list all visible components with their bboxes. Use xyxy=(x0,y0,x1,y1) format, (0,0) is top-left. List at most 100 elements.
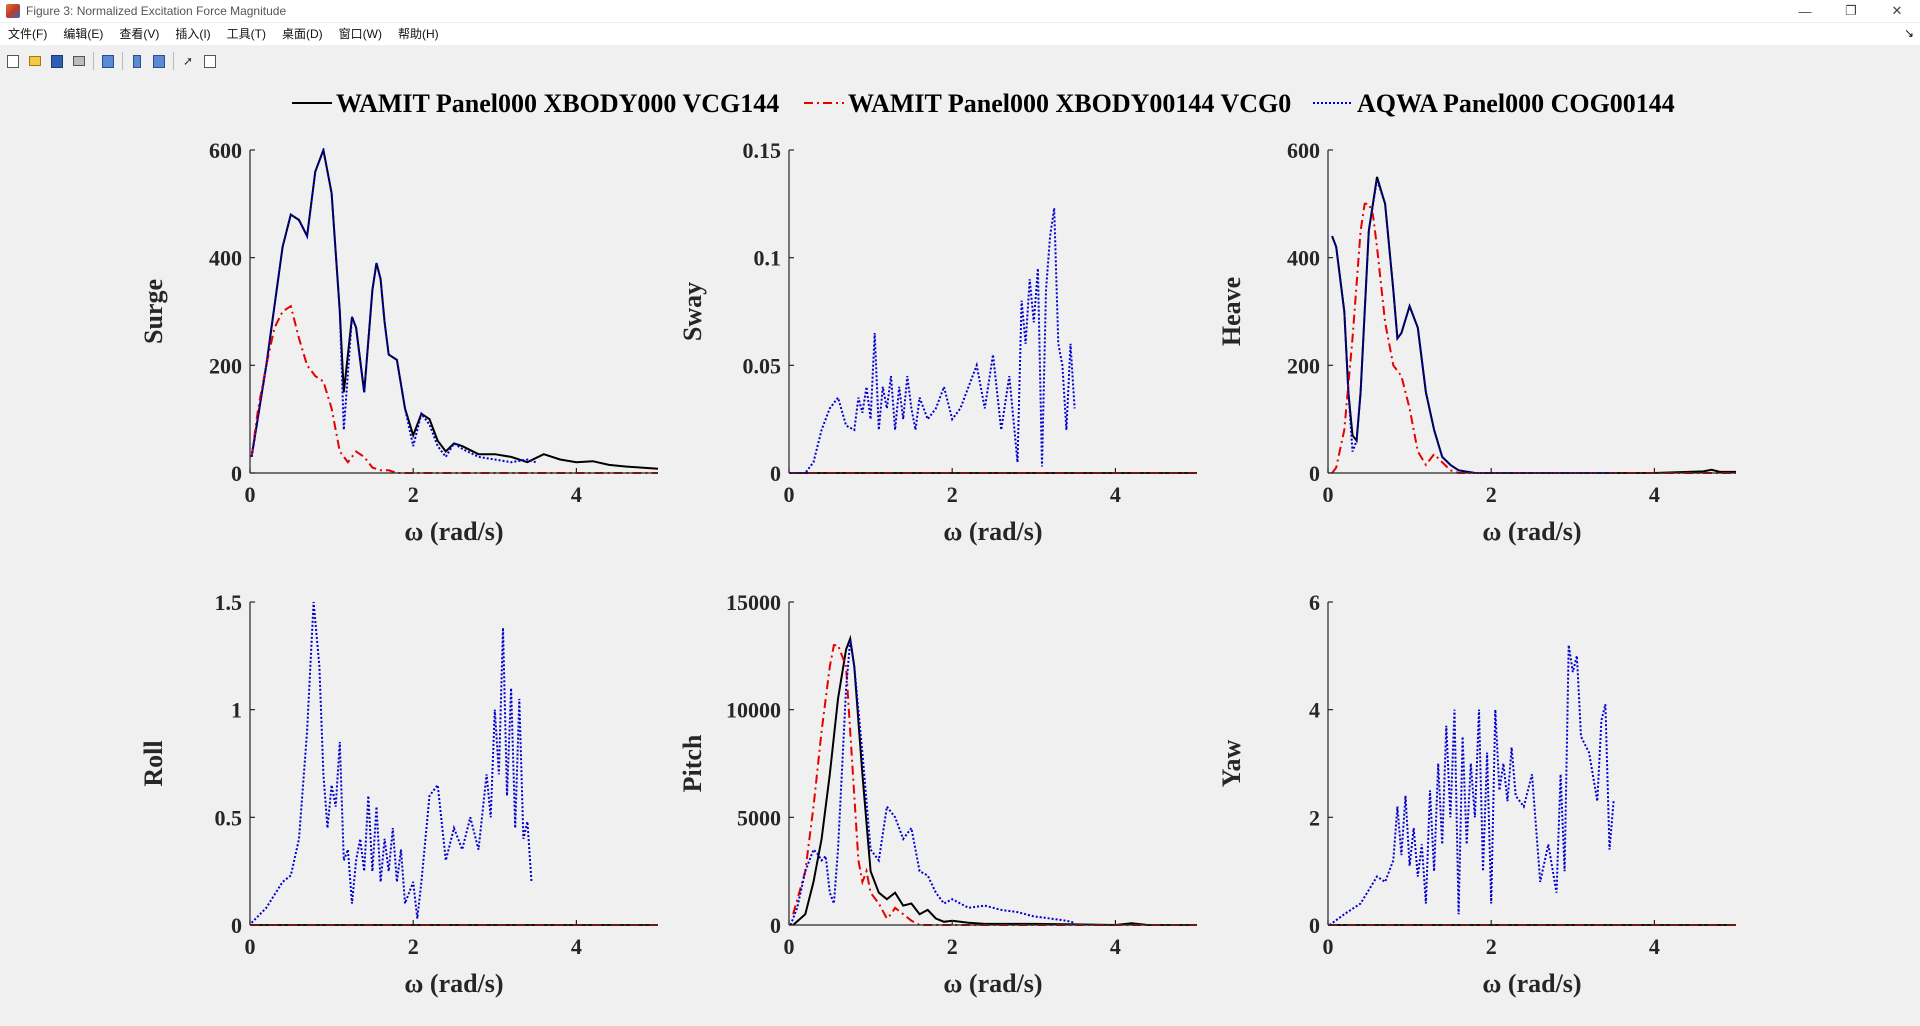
print-preview-icon[interactable] xyxy=(99,52,117,70)
x-tick-label: 4 xyxy=(1649,482,1660,507)
x-axis-label: ω (rad/s) xyxy=(1482,969,1581,998)
series-line-aqwa-cog00144 xyxy=(250,148,536,464)
restore-button[interactable]: ❐ xyxy=(1845,3,1857,18)
window-title: Figure 3: Normalized Excitation Force Ma… xyxy=(26,4,287,18)
y-tick-label: 400 xyxy=(209,246,242,271)
menu-tools[interactable]: 工具(T) xyxy=(226,27,266,41)
x-tick-label: 2 xyxy=(408,482,419,507)
new-figure-icon[interactable] xyxy=(4,52,22,70)
subplot-surge[interactable]: 0 2 4 0 200 400 600 ω (rad/s) Surge xyxy=(139,138,659,546)
series-line-aqwa-cog00144 xyxy=(1329,644,1615,926)
series-line-wamit-vcg144 xyxy=(1331,176,1736,474)
menu-help[interactable]: 帮助(H) xyxy=(397,27,439,41)
y-tick-label: 1.5 xyxy=(215,590,243,615)
y-tick-label: 5000 xyxy=(737,805,781,830)
close-button[interactable]: ✕ xyxy=(1891,3,1903,18)
property-inspector-icon[interactable] xyxy=(201,52,219,70)
x-tick-label: 2 xyxy=(947,482,958,507)
y-tick-label: 1 xyxy=(231,698,242,723)
minimize-button[interactable]: — xyxy=(1798,3,1812,19)
figure-canvas: WAMIT Panel000 XBODY000 VCG144 WAMIT Pane… xyxy=(139,89,1736,998)
x-tick-label: 4 xyxy=(571,934,582,959)
subplot-heave[interactable]: 0 2 4 0 200 400 600 ω (rad/s) Heave xyxy=(1217,138,1736,546)
y-tick-label: 2 xyxy=(1309,805,1320,830)
x-tick-label: 4 xyxy=(1110,482,1121,507)
subplot-pitch[interactable]: 0 2 4 0 5000 10000 15000 ω (rad/s) Pitch xyxy=(678,590,1197,998)
x-tick-label: 0 xyxy=(245,934,256,959)
series-line-aqwa-cog00144 xyxy=(790,207,1076,474)
y-tick-label: 0.1 xyxy=(754,246,782,271)
y-tick-label: 600 xyxy=(1287,138,1320,163)
legend-icon[interactable] xyxy=(150,52,168,70)
menu-bar: 文件(F) 编辑(E) 查看(V) 插入(I) 工具(T) 桌面(D) 窗口(W… xyxy=(0,23,1920,45)
x-axis-label: ω (rad/s) xyxy=(1482,517,1581,546)
x-tick-label: 0 xyxy=(1323,482,1334,507)
y-tick-label: 0 xyxy=(1309,461,1320,486)
x-tick-label: 4 xyxy=(571,482,582,507)
menu-view[interactable]: 查看(V) xyxy=(119,27,160,41)
menu-file[interactable]: 文件(F) xyxy=(8,27,48,41)
save-disk-icon[interactable] xyxy=(48,52,66,70)
x-axis-label: ω (rad/s) xyxy=(943,969,1042,998)
y-tick-label: 0 xyxy=(1309,913,1320,938)
y-tick-label: 600 xyxy=(209,138,242,163)
series-line-wamit-vcg0 xyxy=(250,304,658,474)
menu-insert[interactable]: 插入(I) xyxy=(175,27,211,41)
y-tick-label: 10000 xyxy=(726,698,781,723)
y-tick-label: 4 xyxy=(1309,698,1320,723)
menu-edit[interactable]: 编辑(E) xyxy=(63,27,104,41)
toolbar-separator xyxy=(93,52,94,70)
window-controls: — ❐ ✕ xyxy=(1782,0,1920,22)
legend-entry-label: WAMIT Panel000 XBODY00144 VCG0 xyxy=(848,89,1291,118)
y-axis-label: Sway xyxy=(678,282,707,341)
colorbar-icon[interactable] xyxy=(128,52,146,70)
x-tick-label: 0 xyxy=(1323,934,1334,959)
x-axis-label: ω (rad/s) xyxy=(404,517,503,546)
x-tick-label: 0 xyxy=(245,482,256,507)
y-axis-label: Surge xyxy=(139,279,168,344)
pointer-arrow-icon[interactable]: ➚ xyxy=(182,54,194,68)
y-tick-label: 0.05 xyxy=(743,353,782,378)
y-tick-label: 0 xyxy=(770,461,781,486)
toolbar-separator xyxy=(173,52,174,70)
x-tick-label: 2 xyxy=(947,934,958,959)
x-tick-label: 0 xyxy=(784,482,795,507)
y-axis-label: Roll xyxy=(139,740,168,786)
y-axis-label: Yaw xyxy=(1217,739,1246,787)
x-tick-label: 0 xyxy=(784,934,795,959)
series-line-aqwa-cog00144 xyxy=(789,640,1075,926)
y-tick-label: 0.15 xyxy=(743,138,782,163)
subplot-roll[interactable]: 0 2 4 0 0.5 1 1.5 ω (rad/s) Roll xyxy=(139,590,658,998)
y-tick-label: 200 xyxy=(209,353,242,378)
open-folder-icon[interactable] xyxy=(26,52,44,70)
x-tick-label: 2 xyxy=(408,934,419,959)
series-line-aqwa-cog00144 xyxy=(1331,179,1614,474)
x-tick-label: 2 xyxy=(1486,482,1497,507)
subplot-sway[interactable]: 0 2 4 0 0.05 0.1 0.15 ω (rad/s) Sway xyxy=(678,138,1197,546)
x-tick-label: 4 xyxy=(1110,934,1121,959)
y-axis-label: Heave xyxy=(1217,277,1246,346)
y-tick-label: 6 xyxy=(1309,590,1320,615)
legend-entry-label: AQWA Panel000 COG00144 xyxy=(1357,89,1675,118)
series-line-wamit-vcg0 xyxy=(1331,202,1736,474)
y-tick-label: 0.5 xyxy=(215,805,243,830)
subplot-yaw[interactable]: 0 2 4 0 2 4 6 ω (rad/s) Yaw xyxy=(1217,590,1736,998)
matlab-logo-icon xyxy=(6,4,20,18)
y-tick-label: 0 xyxy=(231,461,242,486)
menu-dock-arrow-icon[interactable]: ↘ xyxy=(1903,26,1914,40)
y-tick-label: 0 xyxy=(231,913,242,938)
series-line-wamit-vcg144 xyxy=(792,634,1197,927)
legend[interactable]: WAMIT Panel000 XBODY000 VCG144 WAMIT Pane… xyxy=(292,89,1675,118)
print-icon[interactable] xyxy=(70,52,88,70)
y-tick-label: 15000 xyxy=(726,590,781,615)
window-titlebar: Figure 3: Normalized Excitation Force Ma… xyxy=(0,0,1920,22)
menu-desktop[interactable]: 桌面(D) xyxy=(281,27,323,41)
x-axis-label: ω (rad/s) xyxy=(943,517,1042,546)
x-axis-label: ω (rad/s) xyxy=(404,969,503,998)
y-tick-label: 0 xyxy=(770,913,781,938)
menu-window[interactable]: 窗口(W) xyxy=(338,27,382,41)
legend-entry-label: WAMIT Panel000 XBODY000 VCG144 xyxy=(336,89,779,118)
x-tick-label: 2 xyxy=(1486,934,1497,959)
series-line-wamit-vcg0 xyxy=(792,644,1197,926)
